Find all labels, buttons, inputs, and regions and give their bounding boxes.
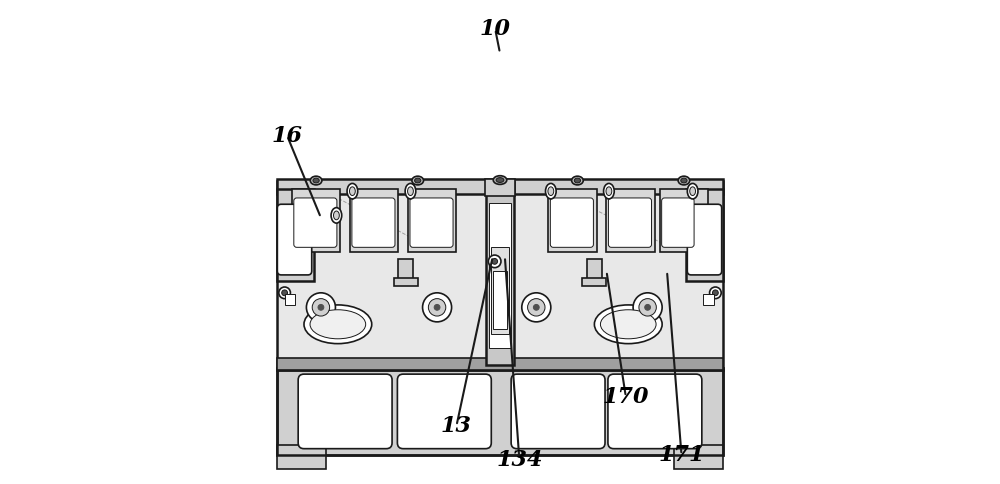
- Bar: [277, 182, 723, 370]
- Circle shape: [428, 299, 446, 316]
- Ellipse shape: [572, 176, 583, 185]
- Text: 134: 134: [496, 449, 543, 471]
- Ellipse shape: [412, 176, 424, 185]
- Ellipse shape: [310, 310, 366, 339]
- FancyBboxPatch shape: [608, 198, 651, 247]
- Ellipse shape: [415, 178, 421, 183]
- Ellipse shape: [331, 208, 342, 223]
- Bar: [285, 294, 295, 305]
- Bar: [674, 445, 723, 469]
- Ellipse shape: [545, 183, 556, 199]
- Ellipse shape: [496, 178, 504, 182]
- Bar: [491, 247, 509, 334]
- Ellipse shape: [493, 176, 507, 184]
- Bar: [703, 294, 714, 305]
- Ellipse shape: [408, 187, 413, 196]
- Text: 16: 16: [272, 124, 303, 147]
- Bar: [277, 179, 723, 194]
- Ellipse shape: [606, 187, 612, 196]
- FancyBboxPatch shape: [550, 198, 593, 247]
- Circle shape: [492, 258, 498, 264]
- Ellipse shape: [349, 187, 355, 196]
- Ellipse shape: [690, 187, 696, 196]
- FancyBboxPatch shape: [298, 374, 392, 449]
- Bar: [277, 368, 723, 455]
- Ellipse shape: [574, 178, 581, 183]
- Circle shape: [312, 299, 330, 316]
- Bar: [277, 358, 723, 370]
- Bar: [408, 189, 456, 252]
- FancyBboxPatch shape: [352, 198, 395, 247]
- Ellipse shape: [687, 183, 698, 199]
- Bar: [686, 189, 723, 281]
- Ellipse shape: [304, 305, 372, 344]
- Bar: [493, 271, 507, 329]
- Bar: [277, 368, 723, 455]
- Circle shape: [434, 304, 440, 310]
- Circle shape: [645, 304, 651, 310]
- Bar: [398, 259, 413, 283]
- Bar: [277, 189, 314, 281]
- Bar: [489, 203, 511, 348]
- FancyBboxPatch shape: [511, 374, 605, 449]
- Bar: [350, 189, 398, 252]
- Circle shape: [633, 293, 662, 322]
- Bar: [292, 189, 340, 252]
- FancyBboxPatch shape: [397, 374, 491, 449]
- Circle shape: [282, 290, 288, 296]
- FancyBboxPatch shape: [294, 198, 337, 247]
- Ellipse shape: [600, 310, 656, 339]
- Circle shape: [710, 287, 721, 299]
- Ellipse shape: [604, 183, 614, 199]
- Ellipse shape: [334, 211, 339, 220]
- Ellipse shape: [678, 176, 690, 185]
- Ellipse shape: [347, 183, 358, 199]
- Bar: [587, 259, 602, 283]
- Text: 13: 13: [441, 415, 472, 437]
- Circle shape: [318, 304, 324, 310]
- Circle shape: [488, 255, 501, 268]
- FancyBboxPatch shape: [687, 204, 722, 275]
- FancyBboxPatch shape: [277, 204, 312, 275]
- Circle shape: [712, 290, 718, 296]
- Ellipse shape: [310, 176, 322, 185]
- Circle shape: [639, 299, 656, 316]
- Ellipse shape: [405, 183, 416, 199]
- Bar: [660, 189, 708, 252]
- Circle shape: [522, 293, 551, 322]
- Bar: [485, 179, 515, 196]
- Text: 170: 170: [603, 386, 649, 408]
- Bar: [486, 182, 514, 365]
- Ellipse shape: [594, 305, 662, 344]
- Text: 10: 10: [480, 18, 511, 40]
- Circle shape: [528, 299, 545, 316]
- Circle shape: [423, 293, 452, 322]
- FancyBboxPatch shape: [410, 198, 453, 247]
- Bar: [394, 278, 418, 286]
- FancyBboxPatch shape: [662, 198, 694, 247]
- Ellipse shape: [681, 178, 687, 183]
- FancyBboxPatch shape: [608, 374, 702, 449]
- Text: 171: 171: [658, 444, 705, 466]
- Circle shape: [533, 304, 539, 310]
- Bar: [606, 189, 655, 252]
- Bar: [548, 189, 597, 252]
- Circle shape: [279, 287, 290, 299]
- Bar: [582, 278, 606, 286]
- Bar: [277, 445, 326, 469]
- Circle shape: [306, 293, 335, 322]
- Ellipse shape: [548, 187, 554, 196]
- Ellipse shape: [313, 178, 319, 183]
